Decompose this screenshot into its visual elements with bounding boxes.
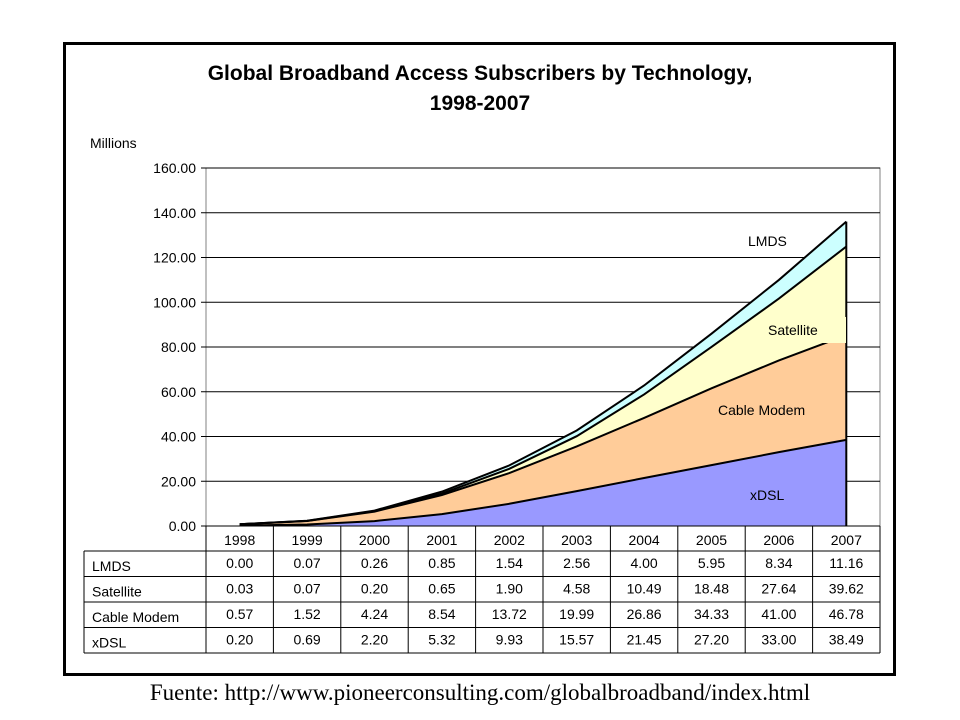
table-cell-cable-modem: 34.33: [694, 606, 729, 622]
table-cell-lmds: 0.00: [226, 555, 253, 571]
area-xdsl: [239, 439, 847, 526]
table-cell-satellite: 1.90: [496, 581, 523, 597]
table-cell-lmds: 0.85: [428, 555, 455, 571]
y-tick-label: 0.00: [169, 518, 196, 534]
table-cell-lmds: 11.16: [829, 555, 863, 571]
chart-title: Global Broadband Access Subscribers by T…: [208, 62, 753, 85]
y-tick-label: 140.00: [153, 205, 196, 221]
table-cell-satellite: 0.03: [226, 581, 253, 597]
table-cell-satellite: 4.58: [563, 581, 590, 597]
x-tick-label: 2001: [426, 532, 457, 548]
y-axis-label: Millions: [90, 135, 137, 151]
table-cell-satellite: 39.62: [829, 581, 864, 597]
area-label-cable-modem: Cable Modem: [718, 402, 805, 418]
table-cell-cable-modem: 41.00: [761, 606, 796, 622]
x-tick-label: 2007: [831, 532, 862, 548]
x-tick-label: 2004: [629, 532, 660, 548]
table-cell-xdsl: 33.00: [761, 632, 796, 648]
x-tick-label: 2003: [561, 532, 592, 548]
table-cell-cable-modem: 1.52: [293, 606, 320, 622]
area-label-bg-satellite: [764, 317, 846, 343]
chart: Global Broadband Access Subscribers by T…: [83, 62, 881, 654]
line-lmds: [239, 220, 847, 526]
table-cell-xdsl: 9.93: [496, 632, 523, 648]
table-cell-satellite: 0.20: [361, 581, 388, 597]
x-tick-label: 2002: [494, 532, 525, 548]
table-cell-xdsl: 5.32: [428, 632, 455, 648]
table-cell-lmds: 8.34: [765, 555, 792, 571]
table-cell-satellite: 27.64: [761, 581, 796, 597]
y-tick-label: 40.00: [161, 429, 196, 445]
table-row-label-xdsl: xDSL: [92, 635, 126, 651]
table-cell-lmds: 2.56: [563, 555, 590, 571]
y-tick-label: 160.00: [153, 160, 196, 176]
x-tick-label: 1998: [224, 532, 255, 548]
table-cell-xdsl: 27.20: [694, 632, 729, 648]
table-cell-cable-modem: 19.99: [559, 606, 594, 622]
table-cell-lmds: 0.26: [361, 555, 388, 571]
table-cell-cable-modem: 0.57: [226, 606, 253, 622]
area-label-xdsl: xDSL: [750, 487, 784, 503]
table-cell-xdsl: 38.49: [829, 632, 864, 648]
table-cell-cable-modem: 8.54: [428, 606, 455, 622]
table-row-label-lmds: LMDS: [92, 558, 131, 574]
table-row-label-cable-modem: Cable Modem: [92, 609, 179, 625]
chart-subtitle: 1998-2007: [430, 92, 530, 115]
x-tick-label: 1999: [292, 532, 323, 548]
line-xdsl: [239, 438, 847, 527]
table-cell-cable-modem: 13.72: [492, 606, 527, 622]
area-cable-modem: [239, 335, 847, 526]
area-label-lmds: LMDS: [748, 233, 787, 249]
table-cell-xdsl: 21.45: [627, 632, 662, 648]
table-cell-satellite: 18.48: [694, 581, 729, 597]
table-cell-xdsl: 0.69: [293, 632, 320, 648]
table-row-label-satellite: Satellite: [92, 584, 142, 600]
area-label-bg-cable-modem: [714, 396, 838, 424]
table-cell-satellite: 0.65: [428, 581, 455, 597]
source-caption: Fuente: http://www.pioneerconsulting.com…: [149, 680, 811, 705]
table-cell-lmds: 4.00: [630, 555, 657, 571]
area-label-satellite: Satellite: [768, 322, 818, 338]
x-tick-label: 2005: [696, 532, 727, 548]
table-cell-cable-modem: 26.86: [627, 606, 662, 622]
table-cell-xdsl: 0.20: [226, 632, 253, 648]
y-tick-label: 60.00: [161, 384, 196, 400]
y-tick-label: 80.00: [161, 339, 196, 355]
table-cell-lmds: 0.07: [293, 555, 320, 571]
y-tick-label: 20.00: [161, 473, 196, 489]
table-cell-satellite: 0.07: [293, 581, 320, 597]
table-cell-lmds: 1.54: [496, 555, 523, 571]
y-tick-label: 120.00: [153, 250, 196, 266]
table-cell-lmds: 5.95: [698, 555, 725, 571]
y-tick-label: 100.00: [153, 294, 196, 310]
table-cell-xdsl: 15.57: [559, 632, 594, 648]
table-cell-cable-modem: 4.24: [361, 606, 388, 622]
table-cell-satellite: 10.49: [627, 581, 662, 597]
table-cell-cable-modem: 46.78: [829, 606, 864, 622]
area-label-bg-xdsl: [748, 482, 806, 508]
x-tick-label: 2000: [359, 532, 390, 548]
table-cell-xdsl: 2.20: [361, 632, 388, 648]
x-tick-label: 2006: [763, 532, 794, 548]
